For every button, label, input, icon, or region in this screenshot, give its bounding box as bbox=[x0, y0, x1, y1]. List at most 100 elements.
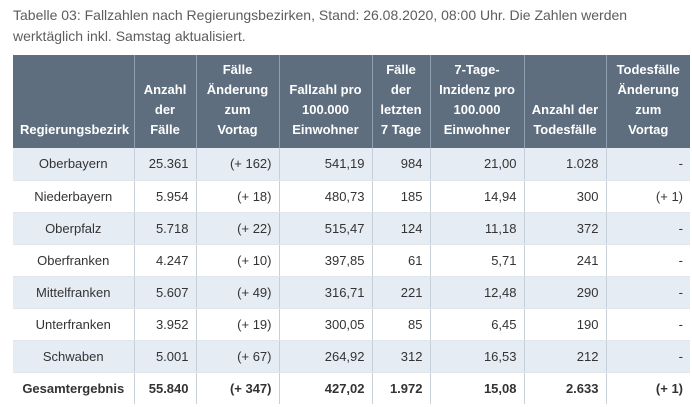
value-cell: 4.247 bbox=[134, 244, 197, 277]
table-row: Mittelfranken 5.607 (+ 49) 316,71 221 12,48 29… bbox=[13, 276, 690, 309]
column-header-line: zum bbox=[224, 102, 251, 117]
value-cell: 221 bbox=[372, 276, 431, 309]
total-value-cell: (+ 1) bbox=[606, 372, 690, 404]
value-cell: - bbox=[606, 244, 690, 277]
value-cell: 85 bbox=[372, 308, 431, 341]
value-cell: 5,71 bbox=[430, 244, 525, 277]
column-header-line: Todesfälle bbox=[616, 62, 680, 77]
value-cell: 5.718 bbox=[134, 212, 197, 245]
column-header-line: 7-Tage- bbox=[454, 62, 500, 77]
value-cell: 397,85 bbox=[279, 244, 373, 277]
value-cell: 21,00 bbox=[430, 148, 525, 181]
value-cell: 6,45 bbox=[430, 308, 525, 341]
value-cell: 124 bbox=[372, 212, 431, 245]
column-header: Fälle Änderung zum Vortag bbox=[196, 55, 280, 148]
value-cell: 190 bbox=[524, 308, 607, 341]
header-row: Regierungsbezirk Anzahl der Fälle Fälle Änder… bbox=[13, 55, 690, 148]
column-header-line: Fallzahl pro bbox=[289, 82, 362, 97]
value-cell: (+ 162) bbox=[196, 148, 280, 181]
value-cell: 3.952 bbox=[134, 308, 197, 341]
column-header-line: Regierungsbezirk bbox=[20, 122, 130, 137]
value-cell: - bbox=[606, 308, 690, 341]
value-cell: 185 bbox=[372, 180, 431, 213]
column-header-line: letzten bbox=[380, 102, 422, 117]
total-value-cell: 427,02 bbox=[279, 372, 373, 404]
total-value-cell: 55.840 bbox=[134, 372, 197, 404]
total-value-cell: (+ 347) bbox=[196, 372, 280, 404]
column-header-line: Fälle bbox=[150, 122, 180, 137]
column-header-line: Änderung bbox=[206, 82, 269, 97]
column-header-line: der bbox=[154, 102, 176, 117]
column-header-line: Fälle bbox=[222, 62, 253, 77]
value-cell: 61 bbox=[372, 244, 431, 277]
column-header-line: Anzahl der bbox=[531, 102, 599, 117]
total-value-cell: 2.633 bbox=[524, 372, 607, 404]
value-cell: 984 bbox=[372, 148, 431, 181]
value-cell: (+ 10) bbox=[196, 244, 280, 277]
region-name-cell: Mittelfranken bbox=[13, 276, 135, 309]
table-row: Oberbayern 25.361 (+ 162) 541,19 984 21,00 1.0… bbox=[13, 148, 690, 181]
region-name-cell: Schwaben bbox=[13, 340, 135, 373]
region-name-cell: Oberfranken bbox=[13, 244, 135, 277]
value-cell: 264,92 bbox=[279, 340, 373, 373]
value-cell: 241 bbox=[524, 244, 607, 277]
region-name-cell: Niederbayern bbox=[13, 180, 135, 213]
table-row: Niederbayern 5.954 (+ 18) 480,73 185 14,94 300… bbox=[13, 180, 690, 213]
value-cell: (+ 19) bbox=[196, 308, 280, 341]
value-cell: 300,05 bbox=[279, 308, 373, 341]
value-cell: 312 bbox=[372, 340, 431, 373]
value-cell: 515,47 bbox=[279, 212, 373, 245]
case-numbers-table: Regierungsbezirk Anzahl der Fälle Fälle Änder… bbox=[13, 55, 690, 404]
value-cell: 1.028 bbox=[524, 148, 607, 181]
table-row: Oberfranken 4.247 (+ 10) 397,85 61 5,71 241- bbox=[13, 244, 690, 277]
column-header-line: der bbox=[390, 82, 412, 97]
value-cell: 14,94 bbox=[430, 180, 525, 213]
column-header-line: Anzahl bbox=[143, 82, 187, 97]
value-cell: 25.361 bbox=[134, 148, 197, 181]
column-header-line: Einwohner bbox=[292, 122, 359, 137]
total-row: Gesamtergebnis 55.840 (+ 347) 427,02 1.972 15… bbox=[13, 372, 690, 404]
region-name-cell: Oberbayern bbox=[13, 148, 135, 181]
column-header-line: zum Vortag bbox=[628, 102, 669, 137]
value-cell: (+ 49) bbox=[196, 276, 280, 309]
region-name-cell: Oberpfalz bbox=[13, 212, 135, 245]
value-cell: (+ 22) bbox=[196, 212, 280, 245]
column-header-line: Vortag bbox=[217, 122, 258, 137]
column-header-line: 100.000 bbox=[453, 102, 501, 117]
value-cell: 5.954 bbox=[134, 180, 197, 213]
column-header: Todesfälle Änderung zum Vortag bbox=[606, 55, 690, 148]
value-cell: 290 bbox=[524, 276, 607, 309]
value-cell: (+ 1) bbox=[606, 180, 690, 213]
column-header-line: Einwohner bbox=[443, 122, 511, 137]
total-value-cell: 1.972 bbox=[372, 372, 431, 404]
column-header: Fälle der letzten 7 Tage bbox=[372, 55, 431, 148]
value-cell: - bbox=[606, 148, 690, 181]
value-cell: 300 bbox=[524, 180, 607, 213]
column-header: Anzahl der Fälle bbox=[134, 55, 197, 148]
value-cell: 480,73 bbox=[279, 180, 373, 213]
value-cell: 212 bbox=[524, 340, 607, 373]
table-row: Oberpfalz 5.718 (+ 22) 515,47 124 11,18 372- bbox=[13, 212, 690, 245]
table-caption: Tabelle 03: Fallzahlen nach Regierungsbe… bbox=[13, 7, 628, 44]
value-cell: 16,53 bbox=[430, 340, 525, 373]
value-cell: 372 bbox=[524, 212, 607, 245]
column-header-line: Änderung bbox=[617, 82, 679, 97]
value-cell: (+ 67) bbox=[196, 340, 280, 373]
value-cell: 316,71 bbox=[279, 276, 373, 309]
column-header-line: Inzidenz pro bbox=[439, 82, 515, 97]
column-header: Fallzahl pro 100.000 Einwohner bbox=[279, 55, 373, 148]
value-cell: - bbox=[606, 276, 690, 309]
column-header-line: 7 Tage bbox=[380, 122, 422, 137]
value-cell: - bbox=[606, 340, 690, 373]
value-cell: 541,19 bbox=[279, 148, 373, 181]
column-header-line: 100.000 bbox=[302, 102, 349, 117]
column-header: Regierungsbezirk bbox=[13, 55, 135, 148]
value-cell: 12,48 bbox=[430, 276, 525, 309]
column-header-line: Fälle bbox=[386, 62, 416, 77]
column-header-line: Todesfälle bbox=[533, 122, 597, 137]
value-cell: 5.001 bbox=[134, 340, 197, 373]
value-cell: 11,18 bbox=[430, 212, 525, 245]
column-header: 7-Tage- Inzidenz pro 100.000 Einwohner bbox=[430, 55, 525, 148]
table-row: Schwaben 5.001 (+ 67) 264,92 312 16,53 212- bbox=[13, 340, 690, 373]
region-name-cell: Unterfranken bbox=[13, 308, 135, 341]
